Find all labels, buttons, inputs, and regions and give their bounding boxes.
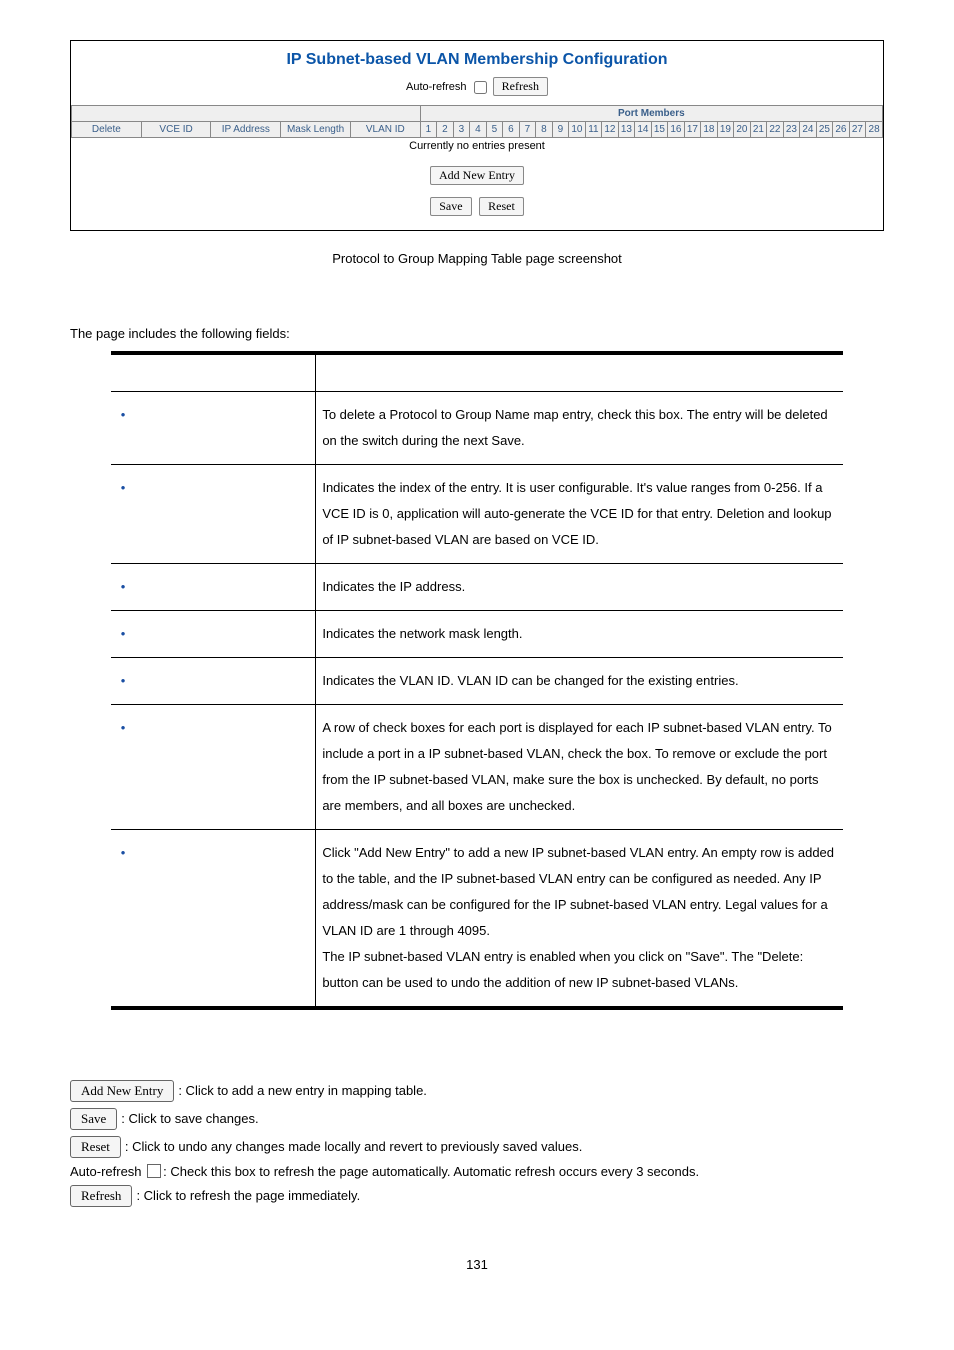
col-delete: Delete (72, 121, 142, 137)
port-25: 25 (816, 121, 833, 137)
port-26: 26 (833, 121, 850, 137)
autorefresh-label: Auto-refresh (406, 81, 467, 93)
help-add-new-entry: Add New Entry : Click to add a new entry… (70, 1080, 884, 1102)
port-14: 14 (635, 121, 652, 137)
port-17: 17 (684, 121, 701, 137)
fields-header-row (111, 353, 844, 392)
col-ipaddress: IP Address (211, 121, 281, 137)
port-members-header: Port Members (420, 105, 882, 121)
bullet-icon: • (117, 845, 134, 860)
port-8: 8 (536, 121, 553, 137)
port-20: 20 (734, 121, 751, 137)
bullet-icon: • (117, 407, 134, 422)
fields-table: • To delete a Protocol to Group Name map… (111, 351, 844, 1010)
help-save: Save : Click to save changes. (70, 1108, 884, 1130)
port-24: 24 (800, 121, 817, 137)
port-10: 10 (569, 121, 586, 137)
port-6: 6 (503, 121, 520, 137)
port-15: 15 (651, 121, 668, 137)
port-18: 18 (701, 121, 718, 137)
autorefresh-checkbox[interactable] (474, 81, 487, 94)
port-16: 16 (668, 121, 685, 137)
port-7: 7 (519, 121, 536, 137)
port-11: 11 (585, 121, 602, 137)
port-22: 22 (767, 121, 784, 137)
col-masklength: Mask Length (281, 121, 351, 137)
port-5: 5 (486, 121, 503, 137)
bottom-buttons: Add New Entry Save Reset (71, 154, 883, 230)
field-desc: To delete a Protocol to Group Name map e… (316, 391, 843, 464)
port-19: 19 (717, 121, 734, 137)
port-9: 9 (552, 121, 569, 137)
help-text: : Click to add a new entry in mapping ta… (178, 1083, 427, 1098)
field-row: • Indicates the network mask length. (111, 610, 844, 657)
port-2: 2 (437, 121, 454, 137)
field-desc: Indicates the IP address. (316, 563, 843, 610)
refresh-btn-img: Refresh (70, 1185, 132, 1207)
port-13: 13 (618, 121, 635, 137)
field-desc: Click "Add New Entry" to add a new IP su… (316, 829, 843, 1008)
bullet-icon: • (117, 626, 134, 641)
column-header-row: Delete VCE ID IP Address Mask Length VLA… (72, 121, 883, 137)
port-1: 1 (420, 121, 437, 137)
field-row: • Indicates the IP address. (111, 563, 844, 610)
autorefresh-row: Auto-refresh Refresh (71, 77, 883, 105)
help-text: : Click to refresh the page immediately. (136, 1188, 360, 1203)
no-entries-text: Currently no entries present (72, 137, 883, 154)
add-new-entry-button[interactable]: Add New Entry (430, 166, 524, 185)
refresh-button[interactable]: Refresh (493, 77, 548, 96)
help-text: : Check this box to refresh the page aut… (163, 1164, 699, 1179)
field-desc: Indicates the index of the entry. It is … (316, 464, 843, 563)
bullet-icon: • (117, 673, 134, 688)
field-row: • A row of check boxes for each port is … (111, 704, 844, 829)
help-autorefresh: Auto-refresh : Check this box to refresh… (70, 1164, 884, 1179)
save-button[interactable]: Save (430, 197, 471, 216)
help-text: : Click to undo any changes made locally… (125, 1139, 582, 1154)
save-btn-img: Save (70, 1108, 117, 1130)
bullet-icon: • (117, 480, 134, 495)
help-reset: Reset : Click to undo any changes made l… (70, 1136, 884, 1158)
col-vceid: VCE ID (141, 121, 211, 137)
field-row: • Indicates the VLAN ID. VLAN ID can be … (111, 657, 844, 704)
help-text: : Click to save changes. (121, 1111, 258, 1126)
vlan-table: Port Members Delete VCE ID IP Address Ma… (71, 105, 883, 154)
checkbox-icon (147, 1164, 161, 1178)
field-row: • To delete a Protocol to Group Name map… (111, 391, 844, 464)
port-27: 27 (849, 121, 866, 137)
autorefresh-label-text: Auto-refresh (70, 1164, 142, 1179)
reset-btn-img: Reset (70, 1136, 121, 1158)
buttons-help-section: Add New Entry : Click to add a new entry… (70, 1080, 884, 1207)
field-row: • Indicates the index of the entry. It i… (111, 464, 844, 563)
port-3: 3 (453, 121, 470, 137)
col-vlanid: VLAN ID (350, 121, 420, 137)
port-23: 23 (783, 121, 800, 137)
port-21: 21 (750, 121, 767, 137)
field-desc: Indicates the VLAN ID. VLAN ID can be ch… (316, 657, 843, 704)
bullet-icon: • (117, 579, 134, 594)
add-new-entry-btn-img: Add New Entry (70, 1080, 174, 1102)
port-28: 28 (866, 121, 883, 137)
field-desc: A row of check boxes for each port is di… (316, 704, 843, 829)
page-number: 131 (70, 1257, 884, 1272)
config-screenshot: IP Subnet-based VLAN Membership Configur… (70, 40, 884, 231)
bullet-icon: • (117, 720, 134, 735)
port-12: 12 (602, 121, 619, 137)
field-desc: Indicates the network mask length. (316, 610, 843, 657)
port-4: 4 (470, 121, 487, 137)
reset-button[interactable]: Reset (479, 197, 524, 216)
fields-subhead: The page includes the following fields: (70, 326, 884, 341)
help-refresh: Refresh : Click to refresh the page imme… (70, 1185, 884, 1207)
screenshot-title: IP Subnet-based VLAN Membership Configur… (71, 41, 883, 77)
field-row: • Click "Add New Entry" to add a new IP … (111, 829, 844, 1008)
screenshot-caption: Protocol to Group Mapping Table page scr… (70, 251, 884, 266)
